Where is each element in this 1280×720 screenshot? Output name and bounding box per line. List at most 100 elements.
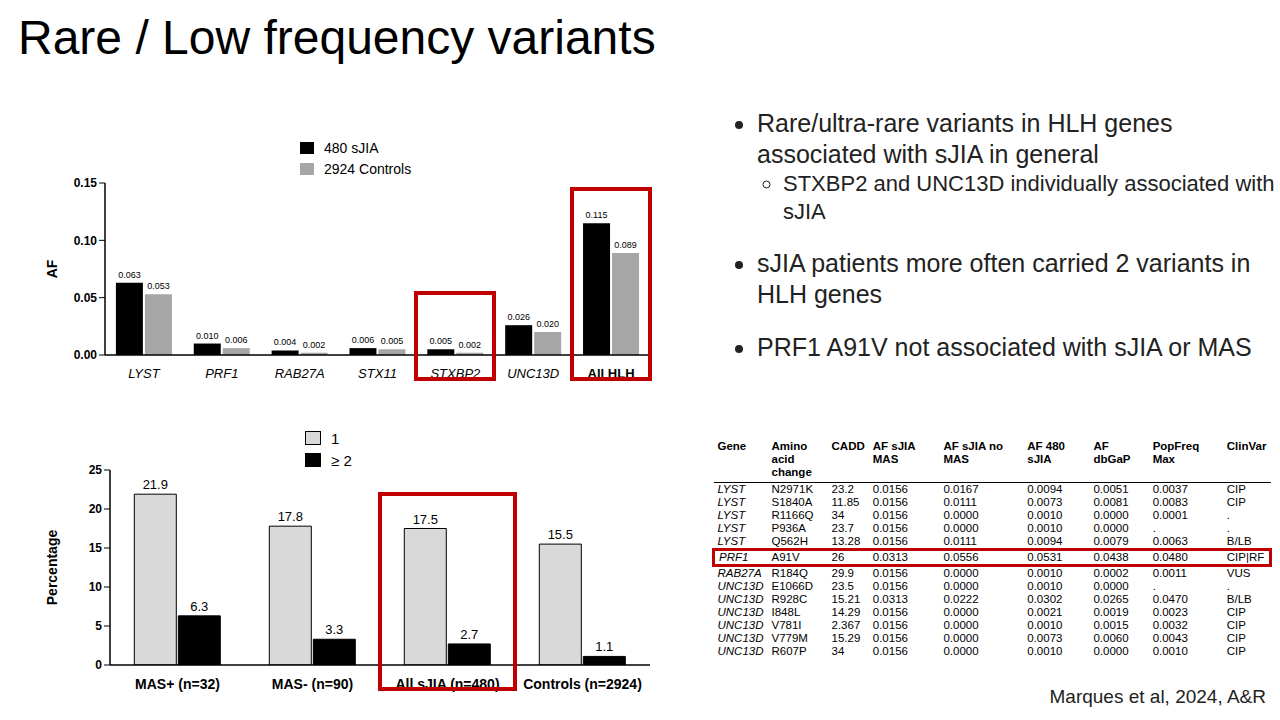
svg-text:PRF1: PRF1 bbox=[205, 366, 238, 381]
svg-text:3.3: 3.3 bbox=[325, 622, 343, 637]
html-text:LYST: LYST bbox=[717, 535, 746, 547]
svg-text:0.00: 0.00 bbox=[74, 348, 98, 362]
svg-text:LYST: LYST bbox=[128, 366, 160, 381]
html-text:Rare / Low frequency variants: Rare / Low frequency variants bbox=[18, 11, 656, 64]
html-text:sJIA patients more often carri: sJIA patients more often carried 2 varia… bbox=[757, 249, 1251, 308]
html-text:Marques et al, 2024, A&R: Marques et al, 2024, A&R bbox=[1049, 686, 1266, 707]
html-text:LYST: LYST bbox=[717, 496, 746, 508]
svg-text:2.7: 2.7 bbox=[460, 627, 478, 642]
html-text:AF dbGaP: AF dbGaP bbox=[1093, 440, 1131, 465]
html-text:LYST: LYST bbox=[717, 522, 746, 534]
svg-text:0.053: 0.053 bbox=[147, 281, 170, 291]
html-text:0.0037: 0.0037 bbox=[1152, 483, 1188, 495]
html-text:Gene: Gene bbox=[717, 440, 747, 452]
svg-text:0.010: 0.010 bbox=[196, 331, 219, 341]
svg-text:0.002: 0.002 bbox=[303, 340, 326, 350]
html-text:CIP: CIP bbox=[1226, 483, 1246, 495]
html-text:AF sJIA MAS: AF sJIA MAS bbox=[872, 440, 916, 465]
html-text:Q562H: Q562H bbox=[771, 535, 808, 547]
svg-text:MAS- (n=90): MAS- (n=90) bbox=[272, 676, 353, 692]
svg-text:All sJIA (n=480): All sJIA (n=480) bbox=[395, 676, 499, 692]
html-text:0.0094: 0.0094 bbox=[1027, 483, 1063, 495]
html-text:Amino acid change: Amino acid change bbox=[771, 440, 812, 478]
svg-text:21.9: 21.9 bbox=[143, 477, 168, 492]
svg-text:5: 5 bbox=[95, 619, 102, 633]
html-text:11.85: 11.85 bbox=[831, 496, 860, 508]
html-text:0.0001: 0.0001 bbox=[1152, 509, 1188, 521]
svg-text:0.006: 0.006 bbox=[352, 335, 375, 345]
svg-text:1.1: 1.1 bbox=[595, 639, 613, 654]
svg-text:AF: AF bbox=[44, 259, 60, 278]
svg-text:Percentage: Percentage bbox=[44, 530, 60, 606]
svg-text:25: 25 bbox=[89, 463, 103, 477]
html-text:0.0000: 0.0000 bbox=[1093, 522, 1129, 534]
html-text:2924 Controls: 2924 Controls bbox=[324, 160, 412, 177]
svg-text:0.004: 0.004 bbox=[274, 337, 297, 347]
html-text:0.0081: 0.0081 bbox=[1093, 496, 1129, 508]
svg-text:6.3: 6.3 bbox=[190, 599, 208, 614]
html-text:PRF1 A91V not associated with: PRF1 A91V not associated with sJIA or MA… bbox=[757, 333, 1252, 361]
svg-text:0.005: 0.005 bbox=[381, 336, 404, 346]
svg-text:15: 15 bbox=[89, 541, 103, 555]
html-text:0.0156: 0.0156 bbox=[872, 483, 908, 495]
html-text:0.0051: 0.0051 bbox=[1093, 483, 1129, 495]
html-text:23.7: 23.7 bbox=[831, 522, 854, 534]
html-text:0.0010: 0.0010 bbox=[1027, 522, 1063, 534]
svg-text:17.5: 17.5 bbox=[413, 512, 438, 527]
html-text:CIP: CIP bbox=[1226, 496, 1246, 508]
svg-text:0.006: 0.006 bbox=[225, 335, 248, 345]
svg-text:UNC13D: UNC13D bbox=[507, 366, 559, 381]
html-text:13.28: 13.28 bbox=[831, 535, 861, 547]
svg-text:20: 20 bbox=[89, 502, 103, 516]
html-text:0.0167: 0.0167 bbox=[943, 483, 979, 495]
html-text:CADD: CADD bbox=[831, 440, 865, 452]
svg-text:MAS+ (n=32): MAS+ (n=32) bbox=[135, 676, 220, 692]
html-text:LYST: LYST bbox=[717, 509, 746, 521]
html-text:P936A: P936A bbox=[771, 522, 806, 534]
svg-text:STX11: STX11 bbox=[358, 366, 397, 381]
svg-text:0: 0 bbox=[95, 658, 102, 672]
svg-text:RAB27A: RAB27A bbox=[275, 366, 325, 381]
html-text:0.0156: 0.0156 bbox=[872, 535, 908, 547]
html-text:0.0156: 0.0156 bbox=[872, 522, 908, 534]
svg-text:0.002: 0.002 bbox=[459, 340, 482, 350]
html-text:AF sJIA no MAS: AF sJIA no MAS bbox=[943, 440, 1004, 465]
html-text:0.0111: 0.0111 bbox=[943, 496, 977, 508]
svg-text:0.063: 0.063 bbox=[118, 270, 141, 280]
html-text:Rare/ultra-rare variants in HL: Rare/ultra-rare variants in HLH genes as… bbox=[757, 109, 1173, 168]
svg-text:10: 10 bbox=[89, 580, 103, 594]
svg-text:0.020: 0.020 bbox=[536, 319, 559, 329]
svg-text:0.089: 0.089 bbox=[614, 240, 637, 250]
html-text:0.0083: 0.0083 bbox=[1152, 496, 1188, 508]
html-text:AF 480 sJIA: AF 480 sJIA bbox=[1027, 440, 1065, 465]
html-text:23.2: 23.2 bbox=[831, 483, 854, 495]
svg-text:0.115: 0.115 bbox=[586, 210, 608, 220]
html-text:0.0073: 0.0073 bbox=[1027, 496, 1063, 508]
svg-text:0.15: 0.15 bbox=[74, 176, 98, 190]
html-text:N2971K: N2971K bbox=[771, 483, 814, 495]
svg-text:STXBP2: STXBP2 bbox=[430, 366, 481, 381]
html-text:PopFreq Max: PopFreq Max bbox=[1152, 440, 1200, 465]
svg-text:0.10: 0.10 bbox=[74, 234, 98, 248]
svg-text:17.8: 17.8 bbox=[278, 509, 303, 524]
html-text:R1166Q: R1166Q bbox=[771, 509, 814, 521]
html-text:0.0000: 0.0000 bbox=[943, 522, 979, 534]
svg-text:15.5: 15.5 bbox=[548, 527, 573, 542]
html-text:0.0000: 0.0000 bbox=[1093, 509, 1129, 521]
html-text:0.0156: 0.0156 bbox=[872, 496, 908, 508]
html-text:STXBP2 and UNC13D individually: STXBP2 and UNC13D individually associate… bbox=[783, 171, 1275, 224]
html-text:480 sJIA: 480 sJIA bbox=[324, 139, 379, 156]
html-text:≥ 2: ≥ 2 bbox=[331, 451, 352, 469]
svg-text:0.05: 0.05 bbox=[74, 291, 98, 305]
html-text:ClinVar: ClinVar bbox=[1226, 440, 1267, 452]
svg-text:Controls (n=2924): Controls (n=2924) bbox=[523, 676, 642, 692]
svg-text:0.005: 0.005 bbox=[430, 336, 453, 346]
html-text:0.0000: 0.0000 bbox=[943, 509, 979, 521]
html-text:0.0156: 0.0156 bbox=[872, 509, 908, 521]
html-text:34: 34 bbox=[831, 509, 845, 521]
html-text:0.0010: 0.0010 bbox=[1027, 509, 1063, 521]
svg-text:All HLH: All HLH bbox=[588, 366, 635, 381]
html-text:S1840A: S1840A bbox=[771, 496, 813, 508]
html-text:LYST: LYST bbox=[717, 483, 746, 495]
svg-text:0.026: 0.026 bbox=[507, 312, 530, 322]
